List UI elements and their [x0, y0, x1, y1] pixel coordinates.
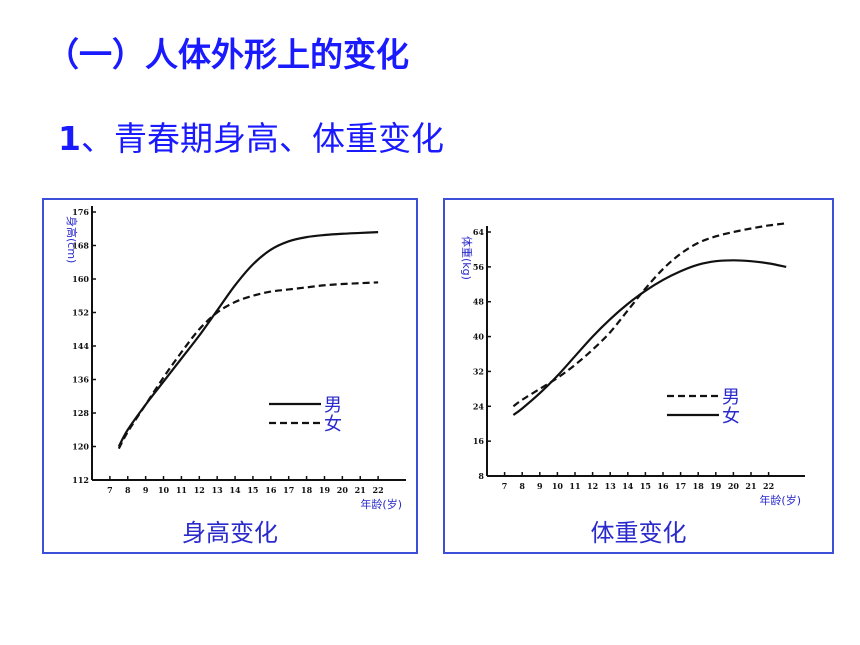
weight-y-tick-label: 64 [473, 227, 485, 237]
weight-y-tick-label: 32 [473, 366, 484, 376]
height-x-tick-label: 21 [355, 485, 366, 495]
height-chart-caption: 身高变化 [182, 519, 278, 547]
height-y-tick-label: 144 [72, 341, 89, 351]
weight-x-tick-label: 20 [728, 481, 740, 491]
height-y-tick-label: 168 [72, 241, 89, 251]
height-legend-label-male: 男 [324, 395, 342, 416]
weight-y-axis-label: 体重(kg) [460, 236, 474, 280]
weight-legend-label-male: 男 [722, 387, 740, 408]
height-series-male-line [117, 231, 379, 448]
weight-x-tick-label: 14 [622, 481, 634, 491]
height-x-tick-label: 11 [176, 485, 187, 495]
height-x-tick-label: 19 [319, 485, 331, 495]
height-x-tick-label: 16 [265, 485, 277, 495]
weight-chart-caption: 体重变化 [590, 519, 687, 547]
height-x-axis-label: 年龄(岁) [360, 497, 402, 511]
height-y-tick-label: 112 [72, 475, 89, 485]
height-x-tick-label: 12 [194, 485, 205, 495]
weight-chart: 8 16 24 32 40 48 56 64 7 8 9 10 11 12 13 14 15 16 17 18 19 20… [460, 222, 805, 507]
height-x-tick-label: 9 [143, 485, 149, 495]
weight-x-tick-label: 10 [552, 481, 564, 491]
height-x-tick-label: 15 [247, 485, 258, 495]
height-series-female-line [117, 281, 379, 450]
height-y-tick-label: 176 [72, 207, 89, 217]
height-x-tick-label: 22 [373, 485, 384, 495]
height-x-tick-label: 20 [337, 485, 349, 495]
height-legend-label-female: 女 [324, 414, 342, 435]
height-x-tick-label: 7 [107, 485, 113, 495]
weight-x-tick-label: 7 [502, 481, 508, 491]
weight-x-tick-label: 8 [519, 481, 525, 491]
height-chart-panel: 112 120 128 136 144 152 160 168 176 7 8 9 10 11 12 13 14… [42, 198, 418, 554]
height-x-tick-label: 17 [283, 485, 294, 495]
subtitle-text: 、青春期身高、体重变化 [80, 119, 444, 158]
weight-x-axis-label: 年龄(岁) [759, 493, 801, 507]
weight-y-tick-label: 8 [478, 471, 484, 481]
height-x-tick-label: 13 [212, 485, 224, 495]
slide-subtitle: 1、青春期身高、体重变化 [58, 112, 444, 160]
weight-x-tick-label: 13 [605, 481, 617, 491]
weight-x-tick-label: 16 [657, 481, 669, 491]
height-y-axis-label: 身高(cm) [65, 216, 79, 263]
weight-series-female-line [512, 259, 787, 416]
weight-x-tick-label: 21 [745, 481, 756, 491]
weight-x-tick-label: 12 [587, 481, 598, 491]
height-x-tick-label: 8 [125, 485, 131, 495]
weight-y-tick-label: 48 [473, 297, 485, 307]
weight-x-tick-label: 22 [763, 481, 774, 491]
weight-x-tick-label: 11 [569, 481, 580, 491]
height-y-tick-label: 136 [72, 375, 89, 385]
height-y-tick-label: 160 [72, 274, 89, 284]
height-y-tick-label: 128 [72, 408, 89, 418]
height-y-tick-label: 120 [72, 442, 89, 452]
weight-x-tick-label: 19 [710, 481, 722, 491]
weight-x-tick-label: 15 [640, 481, 651, 491]
weight-y-tick-label: 24 [473, 401, 485, 411]
weight-legend-label-female: 女 [722, 406, 740, 427]
weight-x-tick-label: 17 [675, 481, 686, 491]
subtitle-number: 1 [58, 119, 81, 158]
weight-y-tick-label: 40 [473, 332, 485, 342]
weight-x-tick-label: 9 [537, 481, 543, 491]
weight-x-tick-label: 18 [693, 481, 705, 491]
weight-y-tick-label: 56 [473, 262, 485, 272]
weight-chart-panel: 8 16 24 32 40 48 56 64 7 8 9 10 11 12 13 14 15 16 17 18 19 20… [443, 198, 834, 554]
slide-title: （一）人体外形上的变化 [46, 35, 409, 74]
height-x-tick-label: 18 [301, 485, 313, 495]
weight-y-tick-label: 16 [473, 436, 485, 446]
height-x-tick-label: 14 [229, 485, 241, 495]
height-chart: 112 120 128 136 144 152 160 168 176 7 8 9 10 11 12 13 14… [65, 206, 406, 511]
height-y-tick-label: 152 [72, 308, 89, 318]
height-x-tick-label: 10 [158, 485, 170, 495]
